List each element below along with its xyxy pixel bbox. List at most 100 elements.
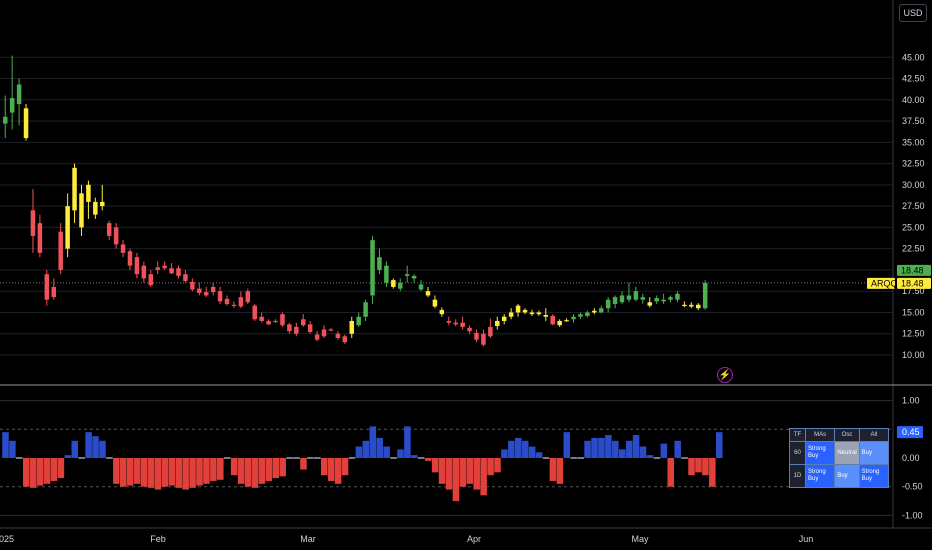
candle-body bbox=[467, 327, 472, 332]
osc-bar bbox=[480, 458, 487, 496]
osc-bar bbox=[120, 458, 127, 487]
rating-row-tf: 1D bbox=[789, 464, 806, 488]
price-tick-label: 37.50 bbox=[902, 116, 925, 126]
currency-button[interactable]: USD bbox=[899, 4, 927, 22]
osc-bar bbox=[2, 432, 9, 458]
osc-bar bbox=[217, 458, 224, 480]
time-tick-label: May bbox=[631, 534, 649, 544]
osc-bar bbox=[265, 458, 273, 481]
osc-bar bbox=[618, 449, 626, 458]
candle-body bbox=[120, 244, 126, 253]
candle-body bbox=[148, 274, 154, 286]
osc-bar bbox=[418, 457, 425, 459]
candle-body bbox=[127, 251, 133, 266]
osc-bar bbox=[348, 457, 356, 459]
candle-body bbox=[86, 184, 91, 202]
osc-tick-label: 1.00 bbox=[902, 396, 920, 406]
candle-body bbox=[460, 322, 465, 327]
osc-bar bbox=[494, 458, 501, 473]
lightning-icon[interactable]: ⚡ bbox=[717, 367, 733, 383]
candle-body bbox=[612, 297, 618, 304]
osc-bar bbox=[9, 440, 16, 458]
candle-body bbox=[598, 308, 604, 313]
candle-body bbox=[647, 302, 652, 306]
osc-bar bbox=[528, 446, 536, 458]
candle-body bbox=[16, 84, 22, 105]
candle-body bbox=[529, 312, 535, 315]
candle-body bbox=[134, 257, 140, 275]
candle-body bbox=[342, 336, 348, 343]
candle-body bbox=[356, 316, 361, 326]
last-price-tag-yellow bbox=[897, 277, 931, 289]
rating-header-all: All bbox=[858, 427, 890, 443]
candle-body bbox=[162, 265, 167, 269]
osc-bar bbox=[161, 458, 169, 487]
axis-layer: 45.00 42.50 40.00 37.50 35.00 32.50 30.00 27.50… bbox=[0, 52, 931, 544]
osc-bar bbox=[251, 458, 259, 488]
osc-bar bbox=[307, 457, 314, 459]
candle-body bbox=[9, 98, 15, 113]
osc-bar bbox=[327, 458, 335, 481]
osc-value-tag-label: 0.45 bbox=[902, 427, 920, 437]
price-tick-label: 35.00 bbox=[902, 137, 925, 147]
candle-body bbox=[300, 319, 306, 326]
osc-bar bbox=[674, 440, 681, 458]
candle-body bbox=[640, 297, 646, 300]
osc-bar bbox=[445, 458, 453, 490]
candle-body bbox=[675, 293, 680, 300]
candle-body bbox=[231, 304, 237, 306]
osc-bar bbox=[36, 458, 44, 486]
osc-bar bbox=[43, 458, 51, 484]
rating-row-mas: Strong Buy bbox=[804, 441, 836, 466]
candle-body bbox=[65, 206, 70, 249]
price-tick-label: 15.00 bbox=[902, 307, 925, 317]
time-tick-label: Mar bbox=[300, 534, 316, 544]
osc-bar bbox=[542, 457, 550, 459]
price-tick-label: 27.50 bbox=[902, 201, 925, 211]
osc-bar bbox=[196, 458, 203, 486]
rating-row-mas: Strong Buy bbox=[804, 464, 836, 488]
osc-bar bbox=[667, 458, 675, 487]
candle-body bbox=[273, 320, 278, 323]
candle-body bbox=[252, 305, 257, 320]
candle-body bbox=[183, 274, 188, 281]
osc-bar bbox=[92, 436, 99, 458]
osc-bar bbox=[591, 437, 598, 458]
osc-bar bbox=[577, 457, 584, 459]
candle-body bbox=[384, 265, 389, 283]
price-tick-label: 45.00 bbox=[902, 52, 925, 62]
last-price-tag-green bbox=[897, 264, 931, 276]
price-tick-label: 22.50 bbox=[902, 244, 925, 254]
osc-bar bbox=[501, 449, 508, 458]
osc-bar bbox=[168, 458, 176, 486]
candle-body bbox=[585, 312, 590, 316]
candle-body bbox=[349, 320, 354, 334]
candle-body bbox=[210, 286, 216, 293]
osc-bar bbox=[632, 435, 640, 458]
osc-bar bbox=[598, 437, 605, 458]
rating-row-all: Buy bbox=[858, 441, 890, 466]
candle-body bbox=[307, 324, 313, 333]
osc-bar bbox=[29, 458, 37, 488]
osc-bar bbox=[715, 432, 723, 458]
osc-bar bbox=[549, 458, 557, 481]
osc-bar bbox=[397, 449, 404, 458]
candle-body bbox=[176, 268, 181, 276]
osc-bar bbox=[605, 435, 612, 458]
candle-body bbox=[370, 240, 375, 296]
osc-bar bbox=[154, 458, 162, 490]
osc-bar bbox=[612, 440, 619, 458]
candle-body bbox=[481, 333, 486, 345]
osc-bar bbox=[466, 458, 474, 484]
osc-bar bbox=[203, 458, 210, 484]
osc-bar bbox=[362, 440, 370, 458]
candle-body bbox=[411, 275, 417, 279]
osc-bar bbox=[424, 458, 432, 461]
osc-bar bbox=[508, 440, 515, 458]
osc-bar bbox=[487, 458, 494, 476]
candle-body bbox=[453, 322, 458, 325]
candle-body bbox=[58, 231, 63, 270]
candle-body bbox=[501, 316, 507, 321]
osc-tick-label: 0.00 bbox=[902, 453, 920, 463]
